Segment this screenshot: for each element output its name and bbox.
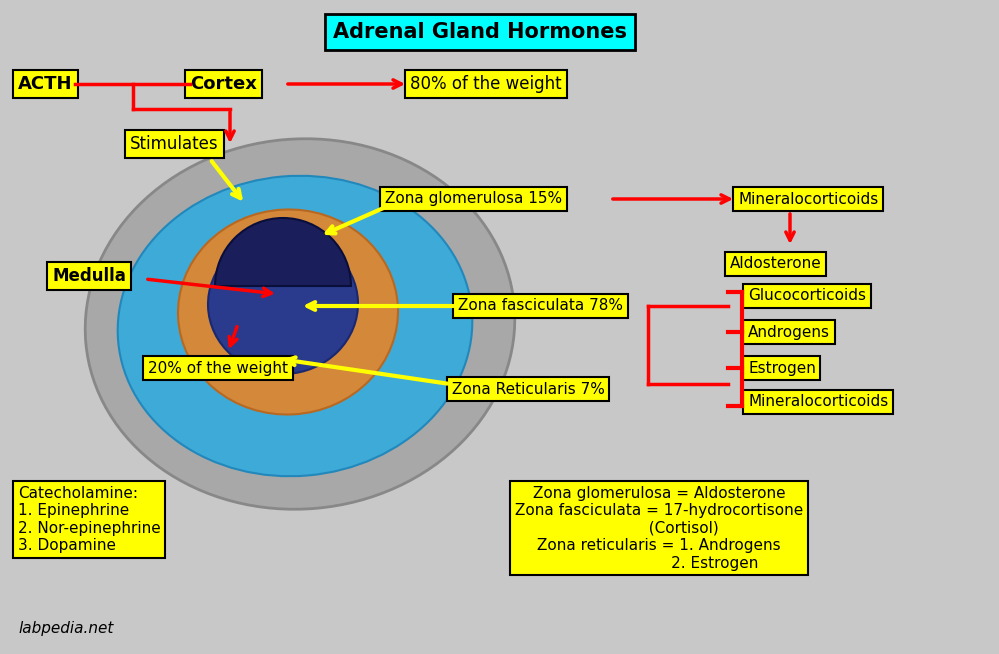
Text: Zona glomerulosa 15%: Zona glomerulosa 15% bbox=[385, 192, 562, 207]
Ellipse shape bbox=[178, 209, 398, 415]
Ellipse shape bbox=[85, 139, 514, 509]
Ellipse shape bbox=[208, 234, 358, 374]
Text: Glucocorticoids: Glucocorticoids bbox=[748, 288, 866, 303]
Text: Mineralocorticoids: Mineralocorticoids bbox=[748, 394, 888, 409]
Text: Aldosterone: Aldosterone bbox=[730, 256, 822, 271]
Text: Catecholamine:
1. Epinephrine
2. Nor-epinephrine
3. Dopamine: Catecholamine: 1. Epinephrine 2. Nor-epi… bbox=[18, 486, 161, 553]
Ellipse shape bbox=[118, 176, 473, 476]
Text: Zona glomerulosa = Aldosterone
Zona fasciculata = 17-hydrocortisone
          (C: Zona glomerulosa = Aldosterone Zona fasc… bbox=[515, 486, 803, 570]
Text: Medulla: Medulla bbox=[52, 267, 126, 285]
Text: 80% of the weight: 80% of the weight bbox=[410, 75, 561, 93]
Text: Adrenal Gland Hormones: Adrenal Gland Hormones bbox=[333, 22, 627, 42]
Text: Zona Reticularis 7%: Zona Reticularis 7% bbox=[452, 381, 604, 396]
Text: ACTH: ACTH bbox=[18, 75, 73, 93]
Text: Cortex: Cortex bbox=[190, 75, 257, 93]
Wedge shape bbox=[215, 218, 351, 286]
Text: labpedia.net: labpedia.net bbox=[18, 621, 113, 636]
Text: 20% of the weight: 20% of the weight bbox=[148, 360, 288, 375]
Text: Estrogen: Estrogen bbox=[748, 360, 816, 375]
Text: Stimulates: Stimulates bbox=[130, 135, 219, 153]
Text: Mineralocorticoids: Mineralocorticoids bbox=[738, 192, 878, 207]
Text: Androgens: Androgens bbox=[748, 324, 830, 339]
Text: Zona fasciculata 78%: Zona fasciculata 78% bbox=[458, 298, 623, 313]
